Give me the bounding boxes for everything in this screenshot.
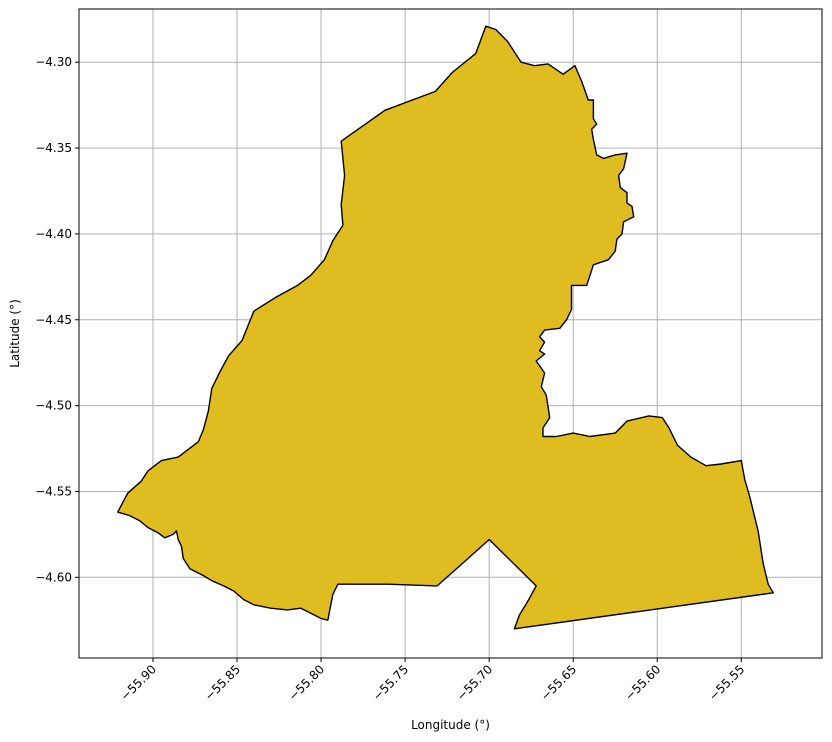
plot-frame bbox=[78, 8, 823, 659]
y-tick-label-0: −4.30 bbox=[35, 55, 72, 69]
y-tick-label-1: −4.35 bbox=[35, 141, 72, 155]
y-tick-label-6: −4.60 bbox=[35, 570, 72, 584]
x-tick-label-0: −55.90 bbox=[118, 662, 159, 703]
y-tick-label-2: −4.40 bbox=[35, 227, 72, 241]
x-tick-label-6: −55.60 bbox=[622, 662, 663, 703]
x-tick-label-7: −55.55 bbox=[706, 662, 747, 703]
region-polygon bbox=[117, 25, 774, 630]
y-tick-label-3: −4.45 bbox=[35, 313, 72, 327]
x-tick-label-5: −55.65 bbox=[538, 662, 579, 703]
y-axis-label: Latitude (°) bbox=[8, 299, 22, 368]
x-tick-label-1: −55.85 bbox=[202, 662, 243, 703]
x-axis-ticks: −55.90 −55.85 −55.80 −55.75 −55.70 −55.65 −55.… bbox=[118, 658, 747, 704]
x-tick-label-4: −55.70 bbox=[454, 662, 495, 703]
y-tick-label-5: −4.55 bbox=[35, 484, 72, 498]
x-tick-label-2: −55.80 bbox=[286, 662, 327, 703]
y-tick-label-4: −4.50 bbox=[35, 399, 72, 413]
x-axis-label: Longitude (°) bbox=[411, 718, 490, 732]
x-tick-label-3: −55.75 bbox=[370, 662, 411, 703]
y-axis-ticks: −4.30 −4.35 −4.40 −4.45 −4.50 −4.55 −4.60 bbox=[35, 55, 79, 584]
